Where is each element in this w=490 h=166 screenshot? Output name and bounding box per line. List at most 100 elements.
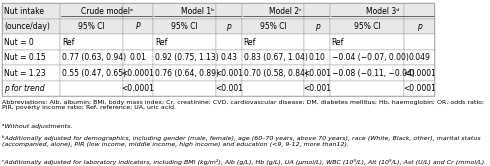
Bar	[242, 65, 304, 81]
Text: P: P	[136, 22, 141, 31]
Bar	[123, 65, 153, 81]
Bar	[153, 34, 216, 50]
Text: <0.001: <0.001	[303, 69, 331, 78]
Text: Ref: Ref	[155, 38, 168, 46]
Bar	[216, 3, 242, 19]
Bar	[404, 3, 435, 19]
Bar	[242, 3, 304, 19]
Text: Abbreviations: Alb, albumin; BMI, body mass index; Cr, creatinine; CVD, cardiova: Abbreviations: Alb, albumin; BMI, body m…	[2, 100, 485, 110]
Text: <0.001: <0.001	[215, 69, 243, 78]
Bar	[60, 50, 123, 65]
Text: (ounce/day): (ounce/day)	[4, 22, 50, 31]
Bar	[153, 65, 216, 81]
Bar	[330, 3, 404, 19]
Bar	[304, 81, 330, 96]
Text: <0.0001: <0.0001	[403, 84, 436, 93]
Text: 0.10: 0.10	[309, 53, 325, 62]
Bar	[216, 19, 242, 34]
Bar	[60, 3, 123, 19]
Text: ᵇAdditionally adjusted for demographics, including gender (male, female), age (6: ᵇAdditionally adjusted for demographics,…	[2, 135, 481, 147]
Text: −0.08 (−0.11, −0.04): −0.08 (−0.11, −0.04)	[332, 69, 415, 78]
Text: Ref: Ref	[244, 38, 256, 46]
Bar	[2, 3, 60, 19]
Text: Nut = 0.15: Nut = 0.15	[4, 53, 46, 62]
Bar	[123, 3, 153, 19]
Text: 0.77 (0.63, 0.94): 0.77 (0.63, 0.94)	[62, 53, 126, 62]
Bar	[123, 19, 153, 34]
Bar	[2, 34, 60, 50]
Text: 0.01: 0.01	[130, 53, 147, 62]
Bar	[404, 65, 435, 81]
Text: Model 2ᶜ: Model 2ᶜ	[269, 7, 302, 16]
Text: p: p	[417, 22, 422, 31]
Bar	[60, 81, 123, 96]
Text: <0.0001: <0.0001	[403, 69, 436, 78]
Text: 0.83 (0.67, 1.04): 0.83 (0.67, 1.04)	[244, 53, 307, 62]
Bar	[2, 81, 60, 96]
Text: Model 1ᵇ: Model 1ᵇ	[181, 7, 214, 16]
Text: 0.43: 0.43	[220, 53, 237, 62]
Text: 95% CI: 95% CI	[78, 22, 105, 31]
Bar	[330, 19, 404, 34]
Text: Nut intake: Nut intake	[4, 7, 45, 16]
Bar	[153, 3, 216, 19]
Bar	[404, 19, 435, 34]
Bar	[2, 3, 434, 96]
Bar	[153, 50, 216, 65]
Bar	[330, 50, 404, 65]
Bar	[304, 19, 330, 34]
Bar	[304, 34, 330, 50]
Bar	[330, 34, 404, 50]
Text: 0.049: 0.049	[409, 53, 430, 62]
Bar	[153, 19, 216, 34]
Bar	[404, 81, 435, 96]
Bar	[304, 50, 330, 65]
Bar	[60, 34, 123, 50]
Bar	[304, 65, 330, 81]
Text: 95% CI: 95% CI	[172, 22, 198, 31]
Text: Crude modelᵃ: Crude modelᵃ	[81, 7, 133, 16]
Text: Model 3ᵈ: Model 3ᵈ	[366, 7, 399, 16]
Bar	[60, 19, 123, 34]
Text: 0.55 (0.47, 0.65): 0.55 (0.47, 0.65)	[62, 69, 126, 78]
Text: 95% CI: 95% CI	[354, 22, 380, 31]
Text: 0.92 (0.75, 1.13): 0.92 (0.75, 1.13)	[155, 53, 219, 62]
Bar	[242, 81, 304, 96]
Bar	[304, 3, 330, 19]
Text: 0.70 (0.58, 0.84): 0.70 (0.58, 0.84)	[244, 69, 307, 78]
Text: −0.04 (−0.07, 0.00): −0.04 (−0.07, 0.00)	[332, 53, 409, 62]
Bar	[242, 50, 304, 65]
Text: 95% CI: 95% CI	[260, 22, 286, 31]
Text: <0.001: <0.001	[215, 84, 243, 93]
Bar	[216, 81, 242, 96]
Text: p for trend: p for trend	[4, 84, 45, 93]
Bar	[123, 50, 153, 65]
Bar	[60, 65, 123, 81]
Text: <0.001: <0.001	[303, 84, 331, 93]
Bar	[2, 50, 60, 65]
Bar	[242, 34, 304, 50]
Text: Ref: Ref	[62, 38, 74, 46]
Bar	[216, 50, 242, 65]
Bar	[404, 50, 435, 65]
Text: Nut = 1.23: Nut = 1.23	[4, 69, 46, 78]
Text: <0.0001: <0.0001	[122, 84, 155, 93]
Text: ᶜAdditionally adjusted for laboratory indicators, including BMI (kg/m²), Alb (g/: ᶜAdditionally adjusted for laboratory in…	[2, 159, 487, 165]
Text: Ref: Ref	[332, 38, 344, 46]
Bar	[216, 65, 242, 81]
Bar	[2, 19, 60, 34]
Text: 0.76 (0.64, 0.89): 0.76 (0.64, 0.89)	[155, 69, 220, 78]
Bar	[330, 81, 404, 96]
Text: p: p	[315, 22, 319, 31]
Bar	[216, 34, 242, 50]
Bar	[123, 81, 153, 96]
Bar	[153, 81, 216, 96]
Bar	[330, 65, 404, 81]
Bar	[404, 34, 435, 50]
Bar	[242, 19, 304, 34]
Text: p: p	[226, 22, 231, 31]
Bar	[2, 65, 60, 81]
Text: ᵃWithout adjustments.: ᵃWithout adjustments.	[2, 124, 73, 128]
Text: Nut = 0: Nut = 0	[4, 38, 34, 46]
Bar	[123, 34, 153, 50]
